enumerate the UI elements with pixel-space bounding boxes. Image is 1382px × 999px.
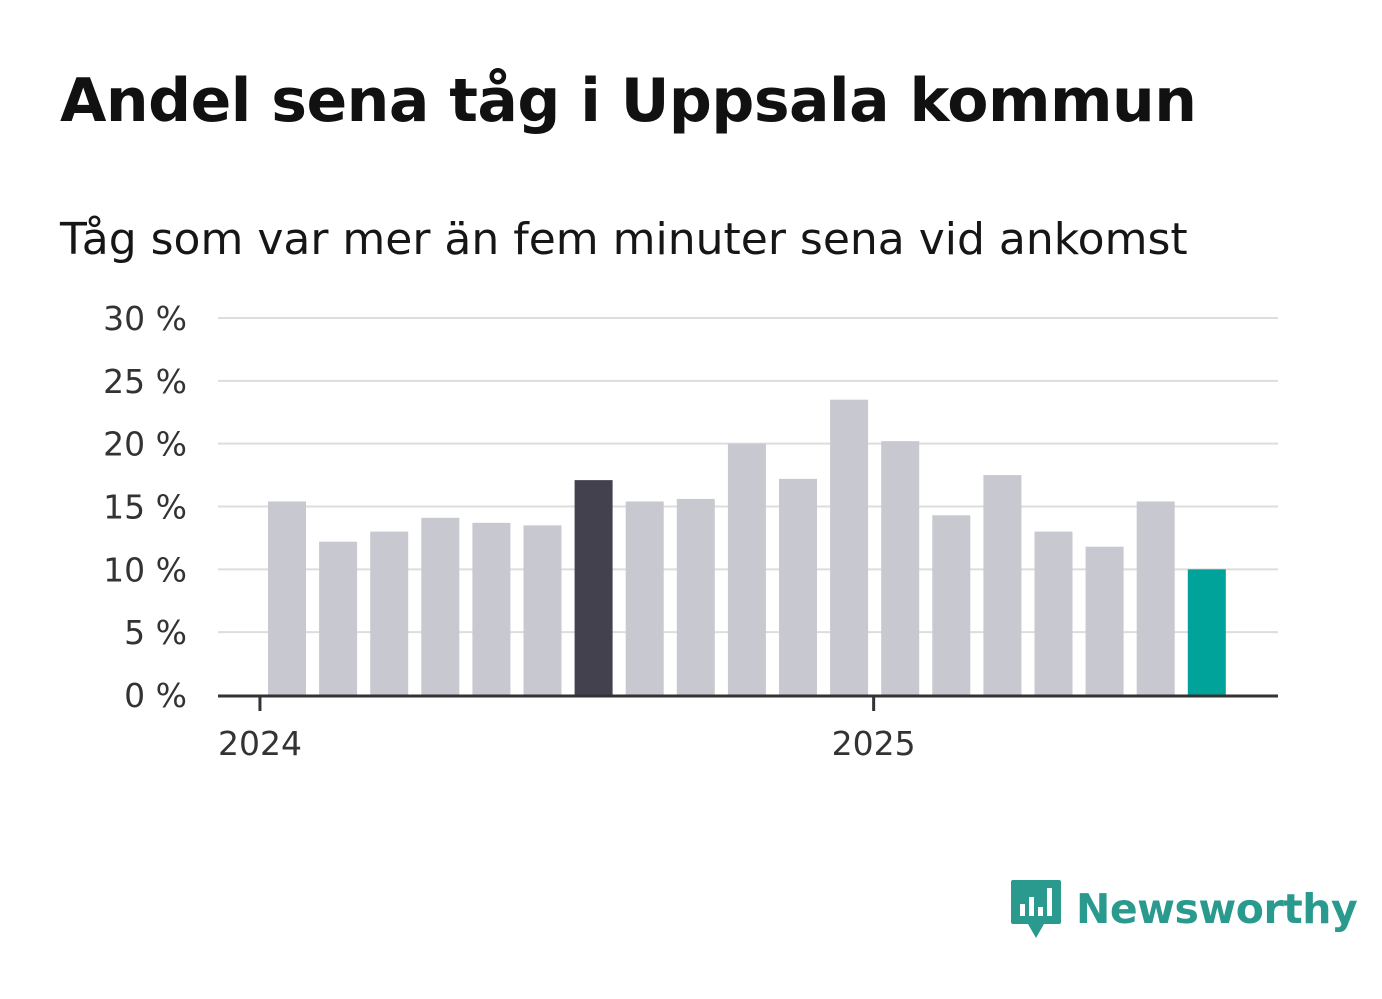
bar-2024-01 <box>268 501 306 695</box>
bar-2025-02 <box>932 515 971 695</box>
bar-2024-02 <box>319 541 358 695</box>
bar-2024-06 <box>523 525 562 695</box>
x-tick-label: 2025 <box>832 724 916 763</box>
x-tick-label: 2024 <box>218 724 302 763</box>
y-tick-label: 10 % <box>103 550 187 589</box>
y-tick-label: 0 % <box>124 676 187 715</box>
bar-2025-05 <box>1085 546 1124 695</box>
page-title: Andel sena tåg i Uppsala kommun <box>60 66 1197 136</box>
bar-2025-07 <box>1187 569 1226 695</box>
y-tick-label: 15 % <box>103 488 187 527</box>
x-axis-ticks: 2024 2025 <box>218 695 916 763</box>
y-axis-ticks: 0 % 5 % 10 % 15 % 20 % 25 % 30 % <box>103 299 187 715</box>
y-tick-label: 30 % <box>103 299 187 338</box>
brand-name: Newsworthy <box>1076 885 1358 933</box>
bar-2025-06 <box>1136 501 1175 695</box>
y-tick-label: 20 % <box>103 425 187 464</box>
bar-2024-08 <box>625 501 664 695</box>
bar-2024-04 <box>421 517 460 695</box>
brand-logo: Newsworthy <box>1010 878 1358 940</box>
y-tick-label: 25 % <box>103 362 187 401</box>
bars <box>268 399 1226 695</box>
bar-2024-12 <box>830 399 869 695</box>
bar-2024-03 <box>370 531 409 695</box>
bar-2024-07 <box>574 480 613 695</box>
bar-2025-03 <box>983 475 1022 695</box>
chart-bubble-icon <box>1011 880 1061 938</box>
bar-2024-10 <box>727 443 766 695</box>
bar-2024-05 <box>472 522 511 695</box>
page-subtitle: Tåg som var mer än fem minuter sena vid … <box>60 214 1188 265</box>
bar-2024-11 <box>779 478 817 695</box>
bar-2024-09 <box>676 498 715 695</box>
bar-2025-04 <box>1034 531 1073 695</box>
bar-2025-01 <box>881 441 920 695</box>
y-tick-label: 5 % <box>124 613 187 652</box>
